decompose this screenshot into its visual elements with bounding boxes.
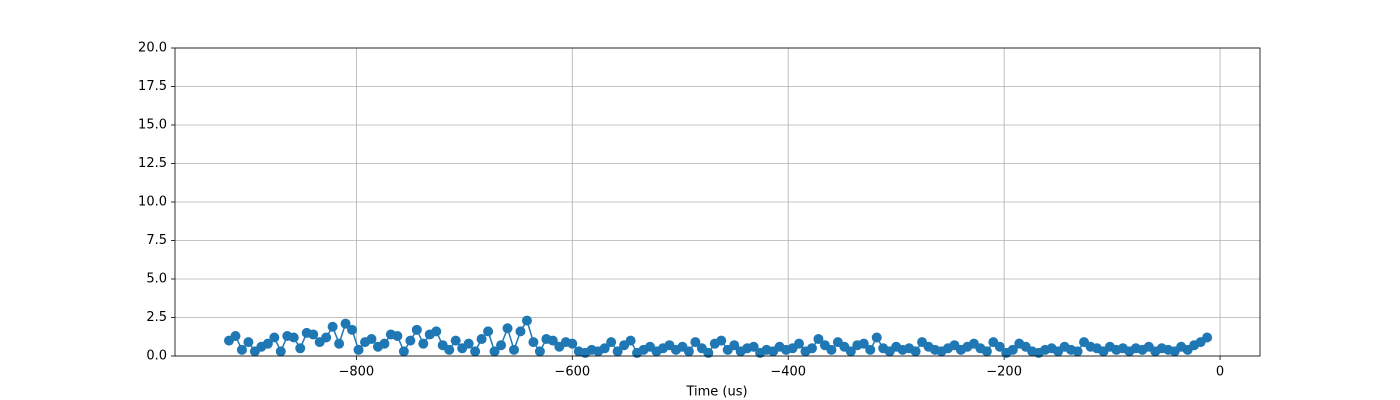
data-point (845, 346, 856, 357)
data-point (347, 324, 358, 335)
data-point (411, 324, 422, 335)
data-point (236, 344, 247, 355)
x-tick-label: −800 (339, 365, 375, 380)
x-tick-label: −400 (770, 365, 806, 380)
data-point (327, 321, 338, 332)
data-point (398, 346, 409, 357)
x-tick-label: 0 (1216, 365, 1224, 380)
data-point (321, 332, 332, 343)
data-point (806, 343, 817, 354)
y-tick-label: 5.0 (146, 272, 167, 287)
y-tick-label: 2.5 (146, 310, 167, 325)
data-point (716, 335, 727, 346)
data-point (444, 344, 455, 355)
data-point (748, 341, 759, 352)
data-point (703, 347, 714, 358)
data-point (521, 315, 532, 326)
data-point (625, 335, 636, 346)
data-point (567, 338, 578, 349)
data-point (476, 334, 487, 345)
data-point (275, 346, 286, 357)
x-tick-label: −600 (554, 365, 590, 380)
y-tick-label: 0.0 (146, 349, 167, 364)
data-point (910, 346, 921, 357)
y-tick-label: 15.0 (138, 118, 167, 133)
y-tick-label: 20.0 (138, 41, 167, 56)
x-tick-label: −200 (986, 365, 1022, 380)
data-point (508, 344, 519, 355)
data-point (243, 337, 254, 348)
data-point (813, 334, 824, 345)
data-point (366, 334, 377, 345)
y-tick-label: 10.0 (138, 195, 167, 210)
data-point (379, 338, 390, 349)
data-point (334, 338, 345, 349)
data-point (534, 346, 545, 357)
plot-frame (174, 47, 1261, 357)
data-point (295, 343, 306, 354)
data-point (269, 332, 280, 343)
data-point (1007, 344, 1018, 355)
data-point (463, 338, 474, 349)
data-point (392, 330, 403, 341)
data-point (826, 344, 837, 355)
data-point (994, 341, 1005, 352)
data-point (865, 344, 876, 355)
data-point (450, 335, 461, 346)
data-point (1072, 346, 1083, 357)
x-axis-label: Time (us) (685, 385, 747, 400)
data-point (470, 346, 481, 357)
data-point (483, 326, 494, 337)
data-point (308, 329, 319, 340)
data-point (502, 323, 513, 334)
data-point (981, 346, 992, 357)
data-point (547, 335, 558, 346)
data-point (729, 340, 740, 351)
data-point (871, 332, 882, 343)
data-point (858, 338, 869, 349)
data-point (353, 344, 364, 355)
y-tick-label: 12.5 (138, 156, 167, 171)
data-point (405, 335, 416, 346)
data-point (431, 326, 442, 337)
data-point (794, 338, 805, 349)
data-point (496, 340, 507, 351)
data-point (528, 337, 539, 348)
data-point (418, 338, 429, 349)
data-point (288, 332, 299, 343)
data-point (340, 318, 351, 329)
data-point (690, 337, 701, 348)
data-point (262, 338, 273, 349)
data-point (515, 326, 526, 337)
data-point (683, 346, 694, 357)
data-point (599, 343, 610, 354)
y-tick-label: 17.5 (138, 79, 167, 94)
y-tick-label: 7.5 (146, 233, 167, 248)
data-point (606, 337, 617, 348)
data-point (612, 346, 623, 357)
data-point (230, 330, 241, 341)
data-point (1202, 332, 1213, 343)
data-point (489, 346, 500, 357)
